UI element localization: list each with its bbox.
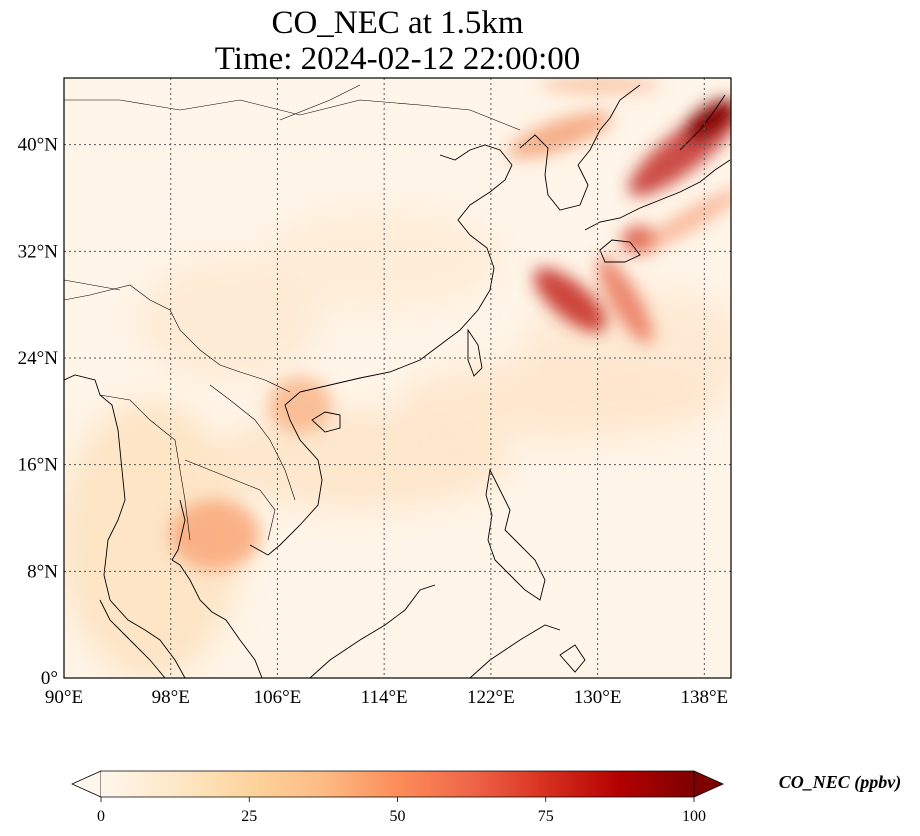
colorbar-label: CO_NEC (ppbv) [779, 772, 902, 793]
plume-gulf-of-tonkin [268, 377, 332, 433]
lon-tick-label: 138°E [680, 687, 728, 708]
country-borders [64, 84, 521, 541]
lon-tick-label: 130°E [574, 687, 622, 708]
taiwan-island [467, 328, 483, 377]
lat-tick-label: 32°N [18, 241, 59, 262]
graticule [64, 78, 731, 678]
lon-tick-label: 90°E [45, 687, 83, 708]
colorbar-extend-low [71, 770, 102, 798]
colorbar-tick-label: 50 [390, 808, 406, 825]
lat-tick-label: 24°N [18, 348, 59, 369]
lon-tick-label: 106°E [254, 687, 302, 708]
map-panel [64, 78, 731, 678]
colorbar-gradient [101, 771, 694, 797]
map-frame [63, 77, 732, 679]
latitude-axis: 0° 8°N 16°N 24°N 32°N 40°N [18, 135, 59, 689]
lat-tick-label: 40°N [18, 135, 59, 156]
map-title: CO_NEC at 1.5km [271, 5, 524, 41]
hainan-island [311, 411, 341, 433]
map-subtitle-time: Time: 2024-02-12 22:00:00 [214, 41, 581, 77]
lat-tick-label: 0° [41, 668, 58, 689]
colorbar-extend-high [693, 770, 724, 798]
coastlines [64, 84, 731, 678]
colorbar-tick-label: 25 [241, 808, 257, 825]
colorbar-tick-label: 100 [682, 808, 706, 825]
colorbar-tick-label: 0 [97, 808, 105, 825]
lon-tick-label: 98°E [152, 687, 190, 708]
colorbar-tick-label: 75 [538, 808, 554, 825]
colorbar-ticks: 0 25 50 75 100 [97, 797, 706, 825]
plume-east-china-sea [533, 267, 607, 333]
plume-indochina [170, 500, 260, 570]
plume-yellow-sea-north [508, 111, 612, 159]
lat-tick-label: 16°N [18, 455, 59, 476]
concentration-field [64, 210, 731, 678]
lon-tick-label: 122°E [467, 687, 515, 708]
colorbar: 0 25 50 75 100 CO_NEC (ppbv) [71, 770, 902, 825]
lon-tick-label: 114°E [361, 687, 408, 708]
longitude-axis: 90°E 98°E 106°E 114°E 122°E 130°E 138°E [45, 687, 728, 708]
plumes [170, 78, 731, 570]
lat-tick-label: 8°N [27, 561, 58, 582]
